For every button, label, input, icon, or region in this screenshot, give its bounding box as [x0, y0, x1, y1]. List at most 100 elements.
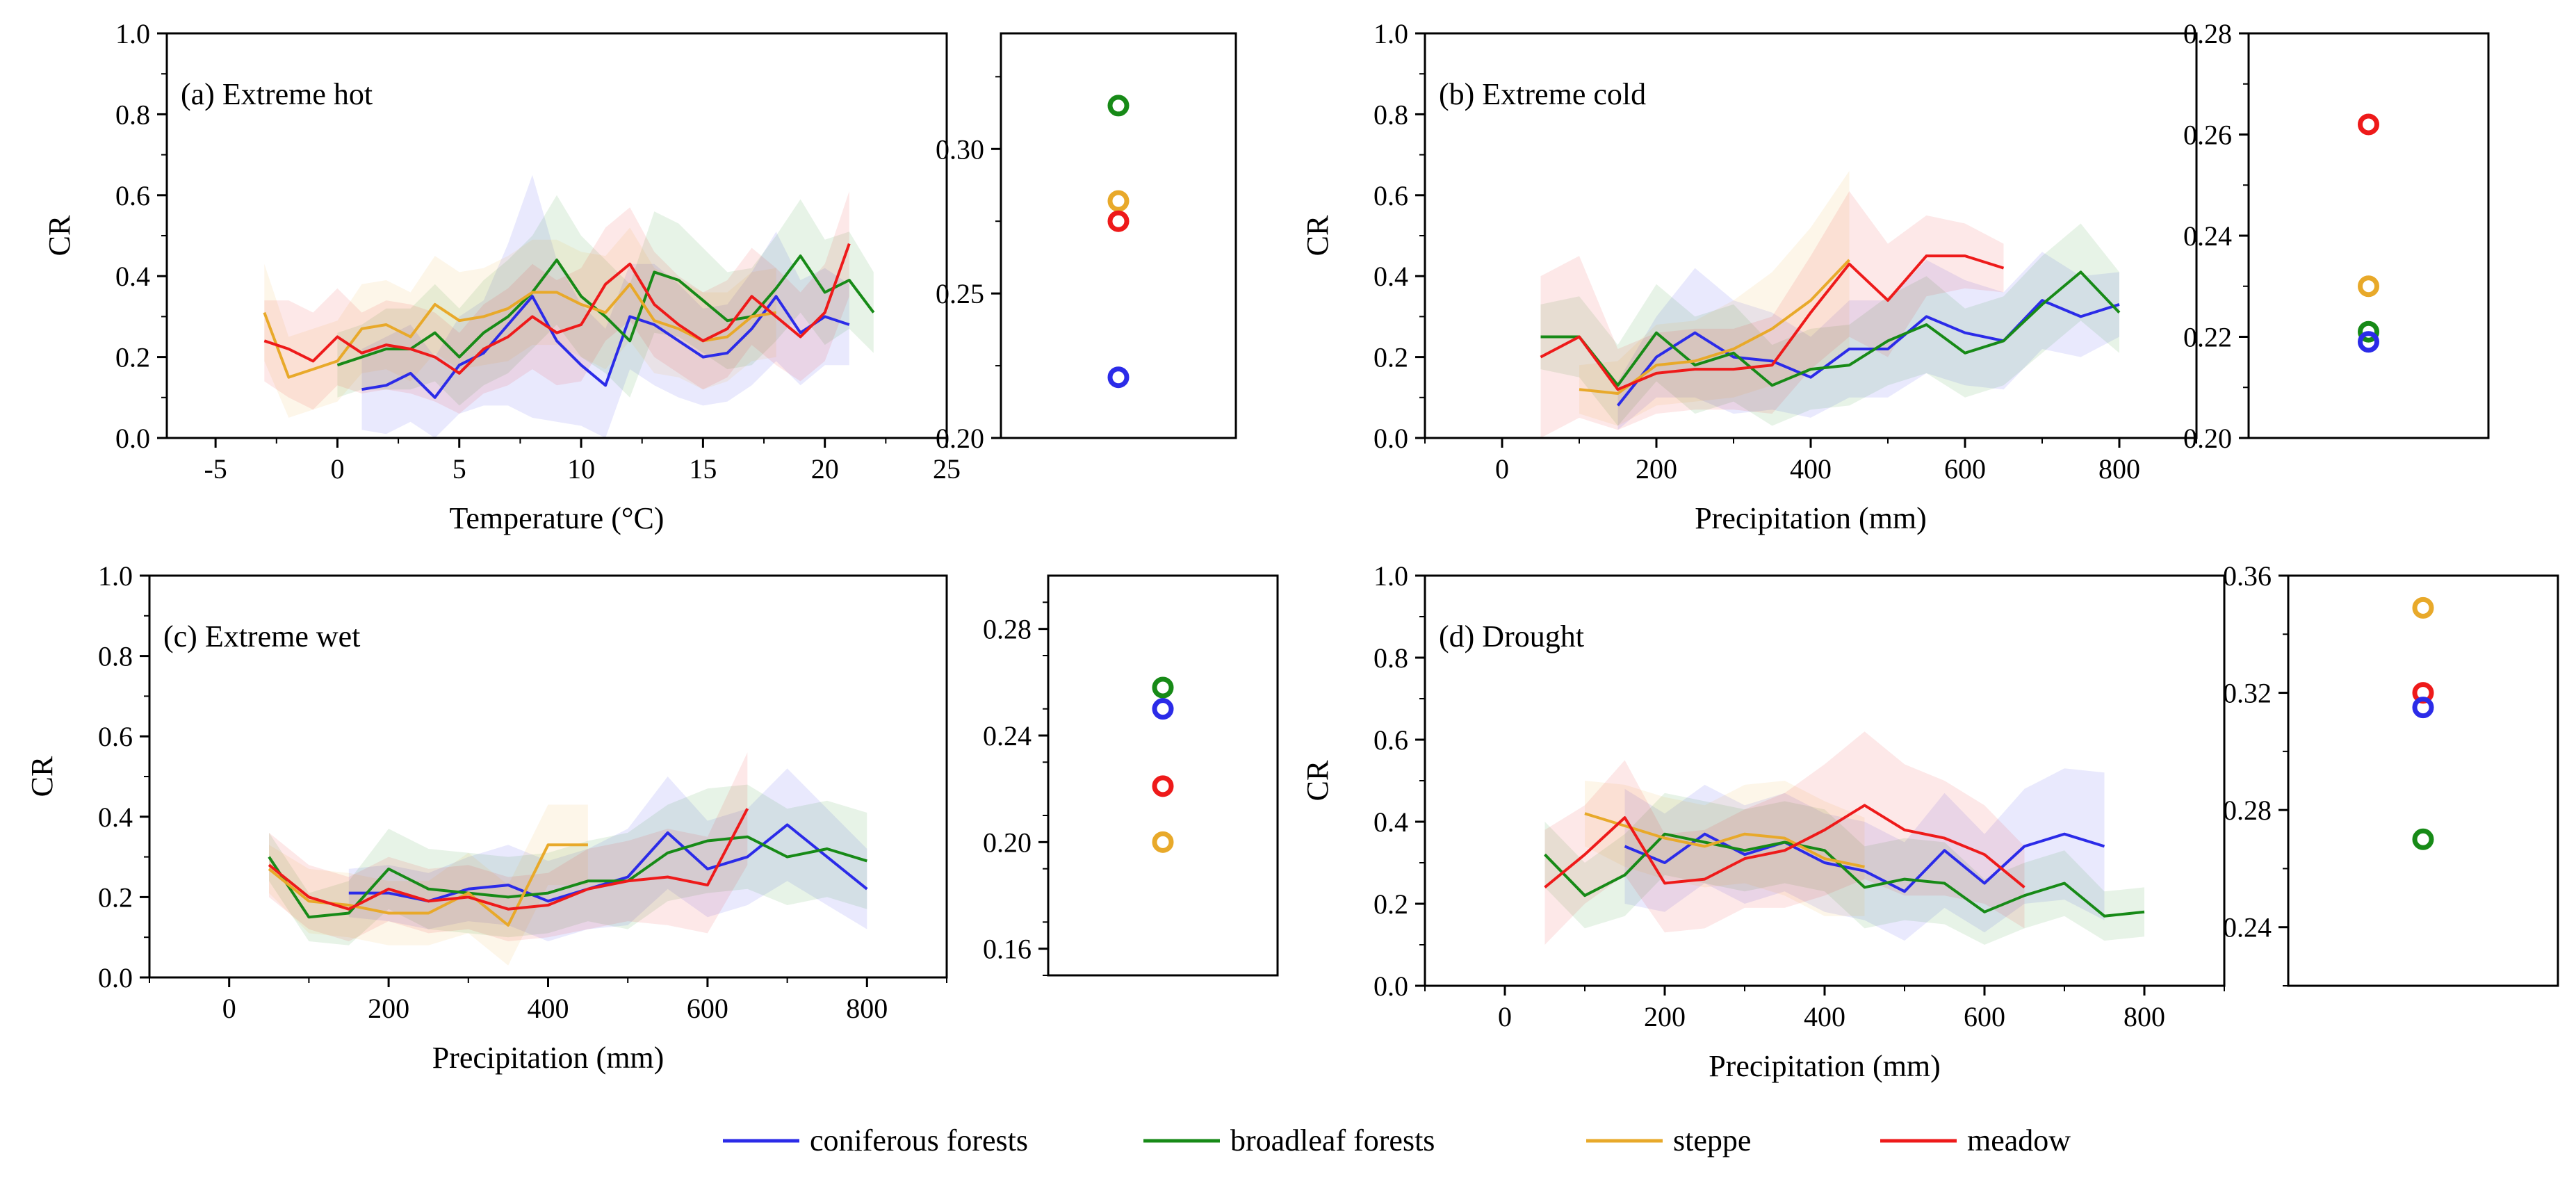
steppe-line — [1579, 259, 1850, 395]
side-tick-label: 0.36 — [2223, 560, 2272, 592]
broadleaf-band — [269, 784, 867, 945]
panel-title: (b) Extreme cold — [1439, 77, 1646, 111]
y-axis-title: CR — [1301, 215, 1335, 256]
x-tick-label: 400 — [1790, 453, 1832, 485]
meadow-line — [1540, 254, 2005, 391]
y-tick-label: 1.0 — [115, 18, 150, 49]
steppe-band — [1585, 781, 1865, 916]
y-tick-label: 0.4 — [1373, 261, 1408, 292]
y-tick-label: 1.0 — [98, 560, 133, 592]
coniferous-point — [2358, 331, 2379, 353]
side-frame — [2287, 574, 2559, 987]
y-tick-label: 0.8 — [115, 99, 150, 130]
x-tick-label: 600 — [1964, 1001, 2005, 1032]
coniferous-line — [361, 295, 850, 399]
coniferous-band — [1617, 252, 2119, 430]
steppe-point — [1107, 190, 1130, 212]
coniferous-line — [1624, 832, 2105, 893]
y-tick-label: 0.6 — [1373, 180, 1408, 211]
side-tick-label: 0.20 — [2183, 423, 2232, 454]
side-tick-label: 0.28 — [2223, 795, 2272, 826]
y-tick-label: 0.6 — [98, 721, 133, 752]
x-axis-title: Precipitation (mm) — [1695, 501, 1927, 535]
legend: coniferous forests broadleaf forests stepp… — [723, 1123, 2071, 1157]
broadleaf-point — [1152, 676, 1174, 699]
x-tick-label: 25 — [933, 453, 961, 485]
meadow-point — [2358, 113, 2379, 136]
coniferous-line — [1616, 299, 2120, 407]
side-tick-label: 0.32 — [2223, 678, 2272, 709]
y-tick-label: 0.8 — [1373, 99, 1408, 130]
side-tick-label: 0.24 — [2183, 220, 2232, 252]
x-tick-label: 800 — [846, 993, 888, 1024]
side-frame — [1000, 32, 1237, 439]
side-tick-label: 0.28 — [2183, 18, 2232, 49]
x-tick-label: 400 — [528, 993, 569, 1024]
legend-broadleaf-label: broadleaf forests — [1230, 1123, 1435, 1157]
x-tick-label: 0 — [222, 993, 236, 1024]
y-tick-label: 0.4 — [98, 802, 133, 833]
y-axis-title: CR — [25, 756, 59, 797]
broadleaf-point — [2358, 320, 2379, 343]
y-tick-label: 0.2 — [115, 342, 150, 373]
side-tick-label: 0.24 — [983, 720, 1032, 752]
y-tick-label: 0.2 — [98, 882, 133, 913]
steppe-point — [1152, 831, 1174, 853]
legend-meadow-label: meadow — [1967, 1123, 2071, 1157]
y-tick-label: 0.0 — [1373, 423, 1408, 454]
x-tick-label: 800 — [2098, 453, 2140, 485]
x-tick-label: 15 — [689, 453, 717, 485]
x-tick-label: 200 — [368, 993, 409, 1024]
x-tick-label: 0 — [1495, 453, 1509, 485]
coniferous-band — [1624, 768, 2105, 941]
y-axis-title: CR — [42, 215, 76, 256]
x-axis-title: Precipitation (mm) — [1709, 1049, 1941, 1083]
side-tick-label: 0.25 — [936, 278, 984, 309]
broadleaf-line — [1540, 270, 2121, 387]
y-tick-label: 0.8 — [98, 641, 133, 672]
broadleaf-line — [336, 254, 875, 367]
side-frame — [2247, 32, 2490, 439]
x-tick-label: 0 — [1498, 1001, 1512, 1032]
panel-title: (a) Extreme hot — [181, 77, 373, 111]
steppe-point — [2358, 275, 2379, 298]
panel-c: 0 200 400 600 800 0.0 0.2 0.4 0.6 0.8 1.0 (c) Extre… — [25, 560, 1279, 1075]
x-tick-label: 800 — [2123, 1001, 2165, 1032]
side-plot-b: 0.20 0.22 0.24 0.26 0.28 — [2183, 18, 2490, 454]
y-tick-label: 0.0 — [98, 962, 133, 993]
x-tick-label: 200 — [1636, 453, 1677, 485]
coniferous-point — [1107, 366, 1130, 389]
x-tick-label: 0 — [330, 453, 344, 485]
meadow-line — [268, 808, 749, 911]
y-tick-label: 0.6 — [115, 180, 150, 211]
meadow-line — [1544, 804, 2025, 888]
steppe-band — [1579, 170, 1850, 426]
meadow-line — [263, 243, 851, 375]
steppe-point — [2412, 596, 2434, 619]
side-tick-label: 0.16 — [983, 934, 1032, 965]
y-tick-label: 1.0 — [1373, 18, 1408, 49]
x-tick-label: 10 — [567, 453, 595, 485]
coniferous-point — [2412, 697, 2434, 719]
broadleaf-line — [1544, 832, 2145, 918]
meadow-point — [1107, 210, 1130, 232]
broadleaf-point — [2412, 828, 2434, 850]
meadow-point — [1152, 775, 1174, 797]
y-tick-label: 0.2 — [1373, 342, 1408, 373]
side-frame — [1047, 574, 1279, 977]
y-tick-label: 0.4 — [115, 261, 150, 292]
x-tick-label: 600 — [687, 993, 728, 1024]
x-axis-title: Precipitation (mm) — [432, 1041, 665, 1075]
side-tick-label: 0.28 — [983, 614, 1032, 645]
broadleaf-line — [268, 835, 867, 919]
x-tick-label: -5 — [204, 453, 227, 485]
coniferous-point — [1152, 698, 1174, 720]
side-tick-label: 0.30 — [936, 133, 984, 165]
x-tick-label: 400 — [1804, 1001, 1845, 1032]
panel-a: -5 0 5 10 15 20 25 0.0 0.2 0.4 0.6 0.8 1.0 (a) Extrem… — [42, 18, 1237, 535]
meadow-band — [1540, 191, 2004, 438]
y-tick-label: 1.0 — [1373, 560, 1408, 592]
x-tick-label: 200 — [1644, 1001, 1686, 1032]
y-tick-label: 0.6 — [1373, 724, 1408, 756]
x-axis-title: Temperature (°C) — [450, 501, 665, 535]
